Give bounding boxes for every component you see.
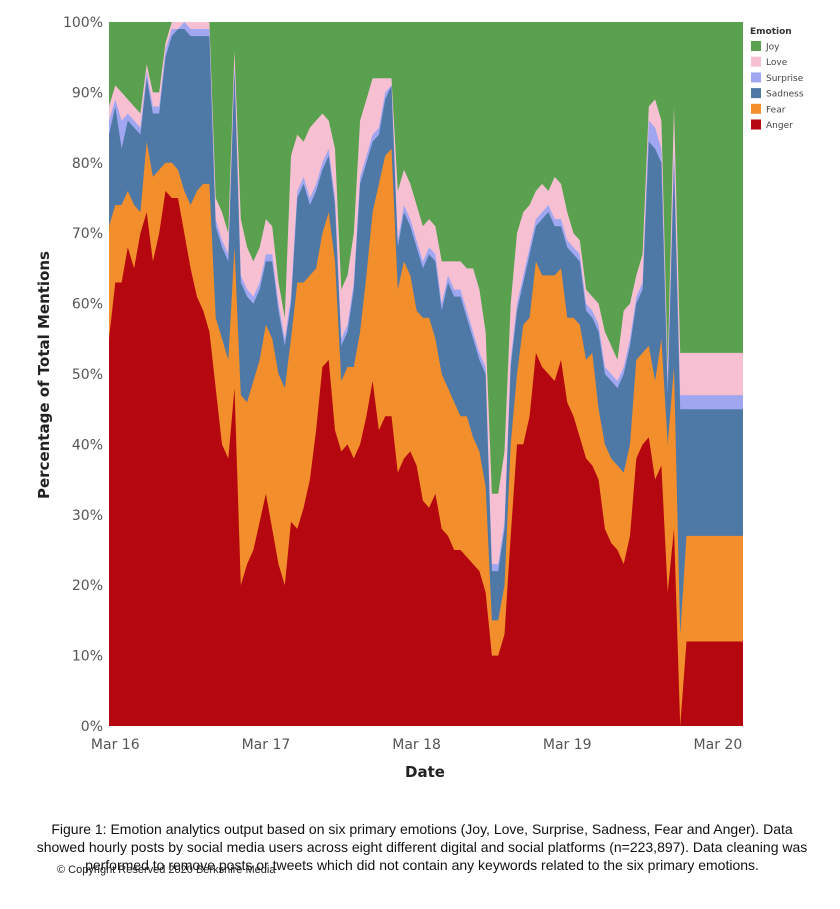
x-axis-title: Date (405, 763, 445, 781)
y-tick-label: 60% (72, 297, 103, 313)
y-axis-ticks: 0% 10% 20% 30% 40% 50% 60% 70% 80% 90% 100% (63, 15, 103, 735)
copyright-notice: © Copyright Reserved 2020 Berkshire Medi… (57, 864, 276, 876)
figure-caption: Figure 1: Emotion analytics output based… (36, 821, 808, 873)
x-axis-ticks: Mar 16 Mar 17 Mar 18 Mar 19 Mar 20 (91, 737, 742, 753)
y-tick-label: 100% (63, 15, 103, 31)
legend-label-surprise: Surprise (766, 74, 804, 84)
x-tick-label: Mar 16 (91, 737, 140, 753)
x-tick-label: Mar 17 (242, 737, 291, 753)
legend-label-anger: Anger (766, 121, 793, 131)
area-anger (109, 191, 743, 726)
legend-label-fear: Fear (766, 105, 786, 115)
y-tick-label: 40% (72, 437, 103, 453)
x-tick-label: Mar 18 (392, 737, 441, 753)
y-axis-title: Percentage of Total Mentions (35, 251, 53, 499)
x-tick-label: Mar 19 (543, 737, 592, 753)
emotion-area-chart: 0% 10% 20% 30% 40% 50% 60% 70% 80% 90% 100% Mar 16… (35, 15, 804, 781)
x-tick-label: Mar 20 (694, 737, 743, 753)
legend-title: Emotion (750, 27, 792, 37)
legend-swatch-anger (751, 119, 761, 130)
y-tick-label: 50% (72, 367, 103, 383)
y-tick-label: 30% (72, 508, 103, 524)
legend-label-sadness: Sadness (766, 90, 804, 100)
y-tick-label: 20% (72, 578, 103, 594)
y-tick-label: 80% (72, 156, 103, 172)
y-tick-label: 0% (81, 719, 103, 735)
y-tick-label: 10% (72, 649, 103, 665)
y-tick-label: 90% (72, 85, 103, 101)
legend-swatch-love (751, 56, 761, 67)
legend-label-love: Love (766, 58, 788, 68)
stacked-areas (109, 22, 743, 726)
legend-swatch-surprise (751, 72, 761, 83)
legend-swatch-sadness (751, 88, 761, 99)
legend-label-joy: Joy (765, 43, 780, 53)
legend: Emotion Joy Love Surprise Sadness Fear Anger (750, 27, 804, 131)
y-tick-label: 70% (72, 226, 103, 242)
legend-swatch-joy (751, 41, 761, 51)
legend-swatch-fear (751, 103, 761, 114)
